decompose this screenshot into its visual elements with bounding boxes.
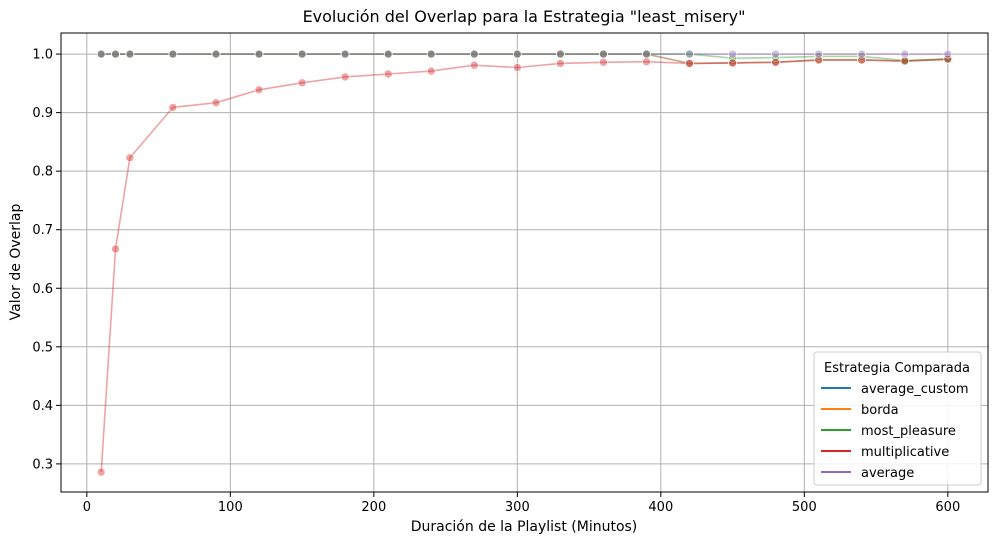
data-point-multiplicative <box>512 63 522 72</box>
y-tick-label: 0.8 <box>32 165 53 180</box>
data-point-most_pleasure <box>771 53 780 62</box>
data-point-average <box>599 49 608 59</box>
y-tick-label: 0.7 <box>32 223 53 238</box>
data-point-multiplicative <box>556 59 565 68</box>
x-tick-label: 0 <box>83 500 91 515</box>
legend-label-most_pleasure: most_pleasure <box>861 424 956 439</box>
data-point-average <box>111 49 120 59</box>
x-axis-label: Duración de la Playlist (Minutos) <box>411 519 638 535</box>
data-point-most_pleasure <box>857 52 867 61</box>
legend: Estrategia Comparada average_customborda… <box>813 351 982 486</box>
data-point-average <box>900 49 910 59</box>
y-tick-label: 0.9 <box>32 106 53 121</box>
data-point-multiplicative <box>943 54 953 64</box>
data-point-average <box>168 49 178 59</box>
series-line-multiplicative <box>100 58 948 473</box>
series-points <box>96 49 953 477</box>
data-point-average <box>814 49 824 59</box>
data-point-average <box>96 49 106 59</box>
data-point-average <box>642 49 651 59</box>
y-tick-label: 0.4 <box>32 399 53 414</box>
data-point-multiplicative <box>900 56 910 66</box>
legend-label-average_custom: average_custom <box>861 382 969 397</box>
x-tick-label: 300 <box>505 500 530 515</box>
data-point-average <box>340 49 350 59</box>
series-line-borda <box>101 53 948 65</box>
data-point-multiplicative <box>125 153 135 162</box>
series-line-average_custom <box>101 53 948 65</box>
legend-title: Estrategia Comparada <box>824 361 970 376</box>
data-point-average <box>211 49 221 59</box>
data-point-multiplicative <box>728 58 737 68</box>
data-point-average <box>728 49 737 59</box>
plot-frame <box>60 32 989 493</box>
legend-label-borda: borda <box>861 403 899 418</box>
data-point-multiplicative <box>642 57 651 67</box>
data-point-multiplicative <box>771 57 780 67</box>
data-point-multiplicative <box>96 467 106 477</box>
data-point-multiplicative <box>111 244 120 254</box>
y-tick-label: 1.0 <box>32 48 53 63</box>
grid-lines <box>61 33 988 492</box>
data-point-multiplicative <box>340 72 350 82</box>
data-point-multiplicative <box>426 66 436 76</box>
data-point-average <box>125 49 135 59</box>
data-point-average <box>685 49 694 59</box>
data-point-multiplicative <box>254 85 264 95</box>
data-point-most_pleasure <box>814 52 824 61</box>
x-tick-label: 100 <box>218 500 243 515</box>
data-point-average <box>556 49 565 59</box>
legend-box <box>813 351 982 486</box>
data-point-multiplicative <box>599 57 608 67</box>
data-point-average <box>771 49 780 59</box>
data-point-average <box>383 49 393 59</box>
data-point-multiplicative <box>469 60 479 70</box>
data-point-multiplicative <box>211 98 221 107</box>
data-point-multiplicative <box>168 103 178 112</box>
data-point-multiplicative <box>297 78 307 88</box>
data-point-multiplicative <box>685 59 694 68</box>
data-point-average <box>469 49 479 59</box>
x-tick-label: 600 <box>935 500 960 515</box>
x-tick-label: 500 <box>792 500 817 515</box>
x-tick-label: 200 <box>361 500 386 515</box>
series-line-most_pleasure <box>101 53 948 62</box>
data-point-average <box>943 49 953 59</box>
chart-title: Evolución del Overlap para la Estrategia… <box>303 7 746 27</box>
data-point-average <box>297 49 307 59</box>
legend-label-multiplicative: multiplicative <box>861 445 949 460</box>
legend-label-average: average <box>861 466 914 481</box>
y-tick-label: 0.6 <box>32 282 53 297</box>
data-point-average <box>254 49 264 59</box>
x-tick-label: 400 <box>648 500 673 515</box>
data-point-average <box>426 49 436 59</box>
data-point-average <box>512 49 522 59</box>
series-lines <box>100 53 948 473</box>
y-tick-label: 0.5 <box>32 340 53 355</box>
data-point-average <box>857 49 867 59</box>
y-tick-label: 0.3 <box>32 457 53 472</box>
axis-ticks: 0 100 200 300 400 500 600 0.3 0.4 0.5 0.6 0.7 0.8 0.9… <box>32 48 960 515</box>
y-axis-label: Valor de Overlap <box>8 204 24 321</box>
data-point-multiplicative <box>383 69 393 79</box>
